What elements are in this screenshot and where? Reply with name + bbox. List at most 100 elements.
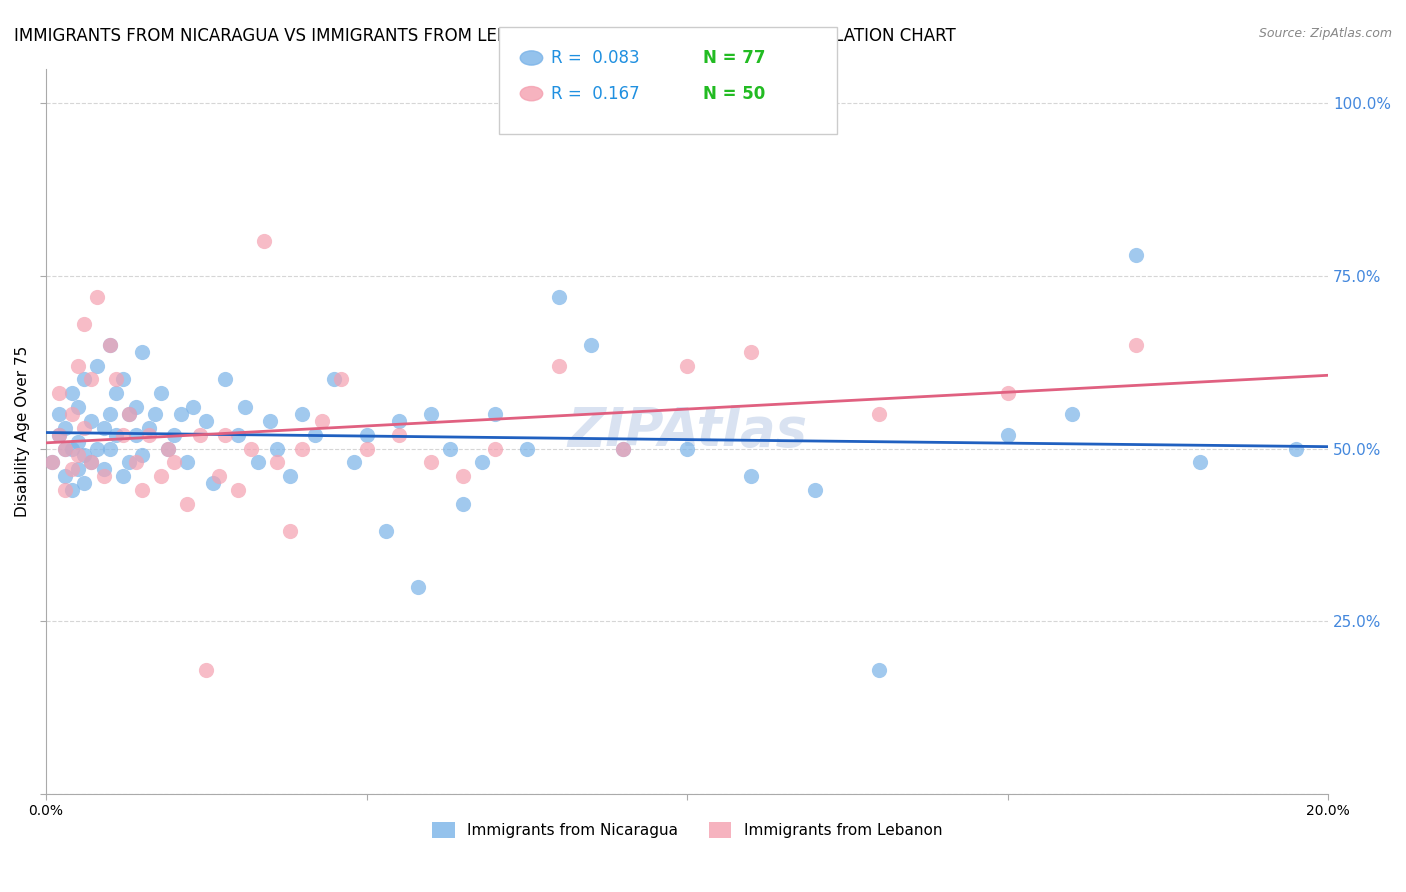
Immigrants from Nicaragua — [93, 462, 115, 476]
Immigrants from Nicaragua — [105, 427, 128, 442]
Immigrants from Nicaragua — [451, 497, 474, 511]
Immigrants from Nicaragua — [66, 400, 89, 414]
Text: R =  0.167: R = 0.167 — [551, 85, 640, 103]
Immigrants from Nicaragua — [98, 338, 121, 352]
Immigrants from Nicaragua — [612, 442, 634, 456]
Immigrants from Nicaragua — [1188, 455, 1211, 469]
Immigrants from Lebanon — [53, 442, 76, 456]
Immigrants from Lebanon — [125, 455, 148, 469]
Immigrants from Lebanon — [188, 427, 211, 442]
Immigrants from Nicaragua — [131, 449, 153, 463]
Immigrants from Nicaragua — [226, 427, 249, 442]
Immigrants from Lebanon — [131, 483, 153, 497]
Immigrants from Lebanon — [73, 421, 96, 435]
Immigrants from Nicaragua — [516, 442, 538, 456]
Immigrants from Nicaragua — [73, 449, 96, 463]
Immigrants from Nicaragua — [266, 442, 288, 456]
Immigrants from Lebanon — [60, 462, 83, 476]
Immigrants from Lebanon — [214, 427, 236, 442]
Immigrants from Nicaragua — [138, 421, 160, 435]
Immigrants from Nicaragua — [291, 407, 314, 421]
Immigrants from Nicaragua — [259, 414, 281, 428]
Immigrants from Lebanon — [484, 442, 506, 456]
Immigrants from Lebanon — [138, 427, 160, 442]
Immigrants from Nicaragua — [143, 407, 166, 421]
Immigrants from Lebanon — [195, 663, 218, 677]
Immigrants from Nicaragua — [195, 414, 218, 428]
Immigrants from Nicaragua — [676, 442, 699, 456]
Immigrants from Nicaragua — [233, 400, 256, 414]
Immigrants from Nicaragua — [214, 372, 236, 386]
Immigrants from Nicaragua — [471, 455, 494, 469]
Immigrants from Nicaragua — [169, 407, 191, 421]
Immigrants from Nicaragua — [60, 442, 83, 456]
Immigrants from Lebanon — [419, 455, 441, 469]
Immigrants from Lebanon — [868, 407, 890, 421]
Immigrants from Nicaragua — [80, 414, 103, 428]
Immigrants from Nicaragua — [1060, 407, 1083, 421]
Text: ZIPAtlas: ZIPAtlas — [567, 405, 807, 458]
Text: N = 50: N = 50 — [703, 85, 765, 103]
Immigrants from Nicaragua — [439, 442, 461, 456]
Immigrants from Nicaragua — [48, 427, 70, 442]
Immigrants from Lebanon — [387, 427, 409, 442]
Immigrants from Lebanon — [150, 469, 173, 483]
Immigrants from Lebanon — [253, 234, 276, 248]
Immigrants from Nicaragua — [98, 407, 121, 421]
Immigrants from Nicaragua — [997, 427, 1019, 442]
Immigrants from Nicaragua — [547, 289, 569, 303]
Immigrants from Lebanon — [266, 455, 288, 469]
Immigrants from Lebanon — [226, 483, 249, 497]
Immigrants from Nicaragua — [387, 414, 409, 428]
Immigrants from Nicaragua — [98, 442, 121, 456]
Immigrants from Lebanon — [1125, 338, 1147, 352]
Immigrants from Nicaragua — [111, 469, 134, 483]
Immigrants from Nicaragua — [105, 386, 128, 401]
Immigrants from Nicaragua — [484, 407, 506, 421]
Immigrants from Lebanon — [278, 524, 301, 539]
Immigrants from Lebanon — [66, 359, 89, 373]
Immigrants from Lebanon — [997, 386, 1019, 401]
Immigrants from Lebanon — [66, 449, 89, 463]
Immigrants from Nicaragua — [156, 442, 179, 456]
Immigrants from Nicaragua — [73, 476, 96, 491]
Immigrants from Nicaragua — [406, 580, 429, 594]
Immigrants from Lebanon — [60, 407, 83, 421]
Immigrants from Lebanon — [291, 442, 314, 456]
Immigrants from Nicaragua — [93, 421, 115, 435]
Immigrants from Lebanon — [156, 442, 179, 456]
Immigrants from Nicaragua — [246, 455, 269, 469]
Immigrants from Lebanon — [163, 455, 186, 469]
Immigrants from Lebanon — [676, 359, 699, 373]
Immigrants from Lebanon — [118, 407, 141, 421]
Immigrants from Nicaragua — [150, 386, 173, 401]
Immigrants from Nicaragua — [53, 442, 76, 456]
Immigrants from Nicaragua — [131, 344, 153, 359]
Immigrants from Lebanon — [612, 442, 634, 456]
Text: IMMIGRANTS FROM NICARAGUA VS IMMIGRANTS FROM LEBANON DISABILITY AGE OVER 75 CORR: IMMIGRANTS FROM NICARAGUA VS IMMIGRANTS … — [14, 27, 956, 45]
Immigrants from Lebanon — [111, 427, 134, 442]
Text: R =  0.083: R = 0.083 — [551, 49, 640, 67]
Immigrants from Lebanon — [356, 442, 378, 456]
Immigrants from Nicaragua — [125, 427, 148, 442]
Immigrants from Nicaragua — [66, 434, 89, 449]
Immigrants from Nicaragua — [740, 469, 762, 483]
Immigrants from Lebanon — [98, 338, 121, 352]
Immigrants from Lebanon — [740, 344, 762, 359]
Immigrants from Lebanon — [240, 442, 263, 456]
Text: Source: ZipAtlas.com: Source: ZipAtlas.com — [1258, 27, 1392, 40]
Immigrants from Lebanon — [105, 372, 128, 386]
Immigrants from Nicaragua — [53, 421, 76, 435]
Immigrants from Nicaragua — [804, 483, 827, 497]
Immigrants from Nicaragua — [73, 372, 96, 386]
Immigrants from Lebanon — [208, 469, 231, 483]
Immigrants from Nicaragua — [374, 524, 396, 539]
Immigrants from Lebanon — [80, 372, 103, 386]
Immigrants from Nicaragua — [60, 386, 83, 401]
Immigrants from Lebanon — [53, 483, 76, 497]
Immigrants from Nicaragua — [419, 407, 441, 421]
Immigrants from Nicaragua — [86, 359, 108, 373]
Immigrants from Nicaragua — [60, 483, 83, 497]
Immigrants from Nicaragua — [579, 338, 602, 352]
Immigrants from Nicaragua — [323, 372, 346, 386]
